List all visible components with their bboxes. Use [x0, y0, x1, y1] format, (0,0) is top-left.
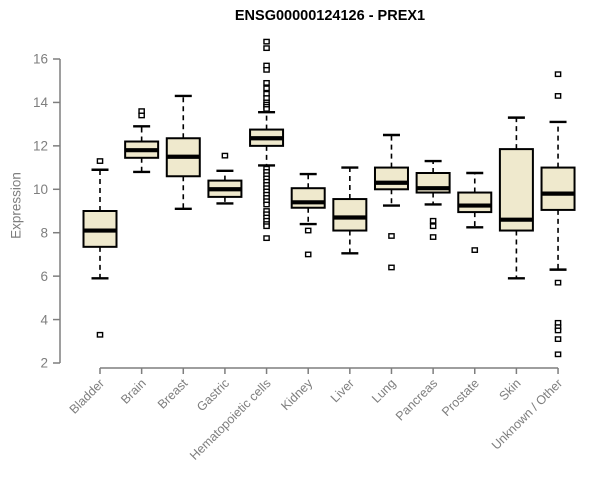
y-tick-label: 12: [33, 139, 48, 154]
outlier-point: [429, 223, 437, 230]
iqr-box: [373, 166, 409, 191]
outlier-point: [263, 201, 270, 208]
category-label: Hematopoietic cells: [187, 376, 274, 463]
outlier-point: [554, 336, 562, 343]
outlier-point: [554, 71, 562, 78]
outlier-point: [263, 85, 270, 92]
chart-title: ENSG00000124126 - PREX1: [234, 8, 426, 24]
category-label: Breast: [155, 376, 191, 412]
boxplot-brain: [124, 108, 160, 174]
y-tick-label: 16: [33, 52, 48, 67]
iqr-box: [457, 191, 493, 214]
outlier-point: [304, 227, 312, 234]
outlier-point: [263, 223, 270, 230]
boxplot-skin: [498, 116, 534, 280]
boxplot-unknown-other: [540, 71, 576, 358]
category-label: Unknown / Other: [489, 376, 565, 452]
y-tick-label: 6: [40, 269, 48, 284]
y-tick-label: 8: [40, 225, 48, 240]
iqr-box: [290, 187, 326, 209]
category-label: Bladder: [67, 376, 107, 416]
outlier-point: [96, 331, 104, 338]
boxplot-lung: [373, 133, 409, 271]
boxplot-bladder: [82, 158, 118, 338]
boxplot-pancreas: [415, 159, 451, 240]
outlier-point: [263, 66, 270, 73]
boxplot-prostate: [457, 171, 493, 253]
outlier-point: [429, 234, 437, 240]
y-tick-label: 4: [40, 312, 48, 327]
category-label: Prostate: [439, 376, 482, 419]
boxplot-liver: [332, 166, 368, 255]
outlier-point: [263, 79, 270, 86]
outlier-point: [471, 247, 479, 253]
y-tick-label: 14: [33, 95, 49, 110]
category-label: Pancreas: [393, 376, 440, 423]
outlier-point: [388, 264, 395, 271]
outlier-point: [554, 279, 562, 286]
category-label: Gastric: [194, 376, 232, 414]
outlier-point: [96, 158, 104, 164]
boxplot-breast: [165, 94, 201, 211]
outlier-point: [138, 112, 145, 119]
outlier-point: [263, 45, 270, 52]
outlier-point: [221, 152, 229, 159]
boxplot-gastric: [207, 152, 243, 205]
category-label: Kidney: [278, 376, 315, 413]
outlier-point: [388, 233, 395, 239]
outlier-point: [554, 351, 562, 358]
outlier-point: [263, 235, 270, 242]
outlier-point: [304, 251, 312, 258]
boxplot-kidney: [290, 172, 326, 258]
iqr-box: [332, 198, 368, 232]
iqr-box: [498, 148, 534, 232]
y-tick-label: 2: [40, 356, 48, 371]
y-tick-label: 10: [33, 182, 48, 197]
outlier-point: [263, 106, 270, 112]
category-label: Lung: [369, 376, 399, 406]
category-label: Skin: [496, 376, 523, 403]
boxplot-hematopoietic-cells: [249, 38, 285, 242]
category-label: Liver: [328, 376, 357, 405]
outlier-point: [429, 217, 437, 224]
iqr-box: [540, 166, 576, 211]
outlier-point: [554, 327, 562, 334]
outlier-point: [263, 38, 270, 45]
outlier-point: [554, 93, 562, 99]
category-label: Brain: [118, 376, 149, 407]
